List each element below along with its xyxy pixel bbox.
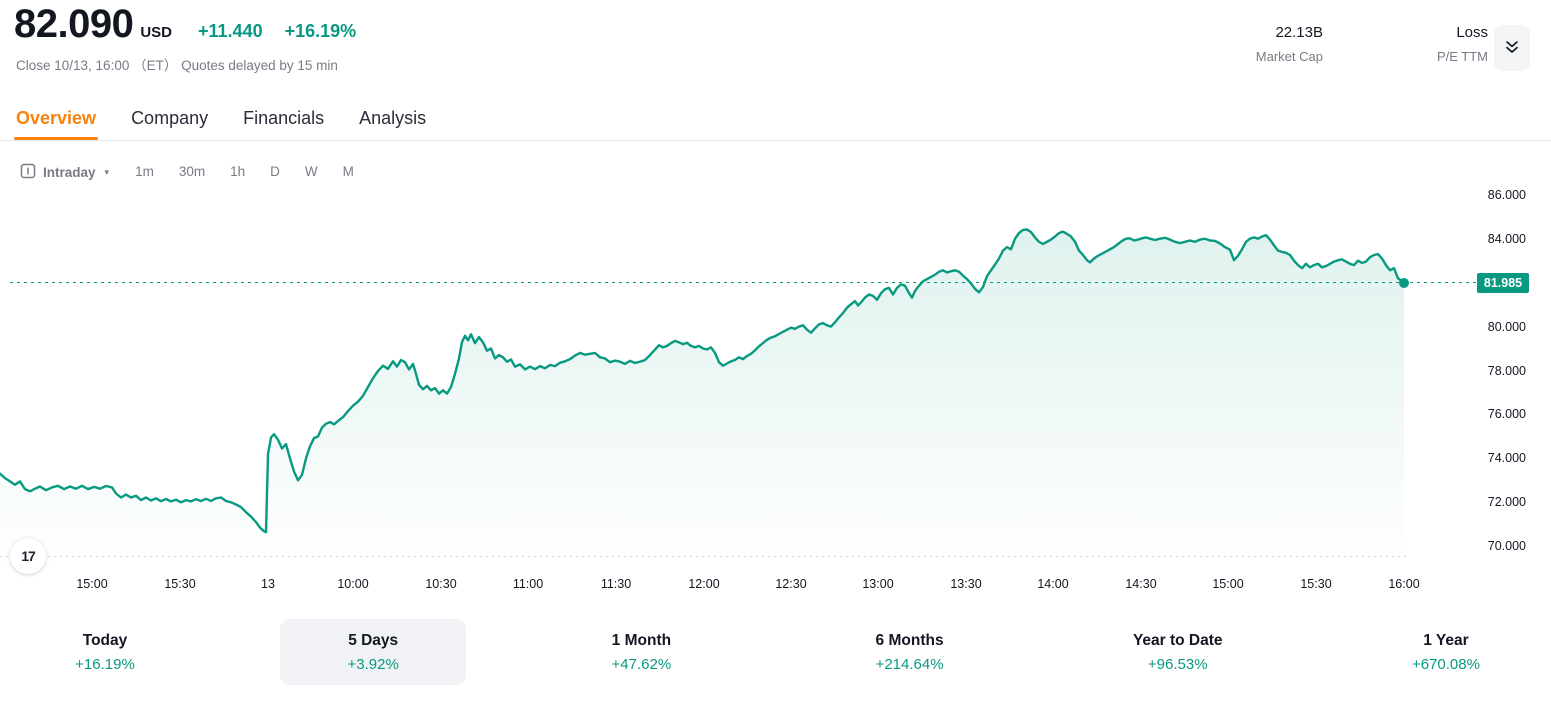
x-axis-tick-15: 16:00 (1388, 577, 1420, 591)
tradingview-logo[interactable]: 17 (10, 538, 46, 574)
x-axis[interactable]: 15:00 15:30 13 10:00 10:30 11:00 11:30 12:00 12:… (0, 577, 1419, 597)
currency-label: USD (140, 24, 173, 41)
caret-down-icon: ▾ (104, 166, 110, 177)
stat-pe-ttm: Loss P/E TTM (1437, 23, 1488, 64)
range-selector-dropdown[interactable]: Intraday ▾ (20, 163, 109, 182)
period-label: Year to Date (1132, 631, 1223, 649)
period-label: 6 Months (875, 631, 944, 649)
interval-button-m[interactable]: M (342, 164, 354, 179)
y-axis-tick-84: 84.000 (1487, 231, 1526, 246)
period-change-percent: +670.08% (1411, 655, 1480, 673)
tab-overview[interactable]: Overview (14, 97, 99, 140)
x-axis-tick-13: 15:00 (1212, 577, 1244, 591)
period-label: Today (82, 631, 128, 649)
interval-button-1m[interactable]: 1m (135, 164, 154, 179)
quote-header: 82.090 USD +11.440 +16.19% (14, 2, 356, 47)
interval-buttons: 1m 30m 1h D W M (135, 163, 354, 181)
pe-ttm-label: P/E TTM (1436, 49, 1488, 64)
current-price-dotted-line (10, 282, 1477, 284)
x-axis-tick-9: 13:00 (862, 577, 894, 591)
chart-toolbar: Intraday ▾ 1m 30m 1h D W M (20, 160, 354, 184)
x-axis-tick-10: 13:30 (950, 577, 982, 591)
interval-button-1h[interactable]: 1h (230, 164, 246, 179)
market-cap-label: Market Cap (1255, 49, 1323, 64)
x-axis-tick-5: 11:00 (512, 577, 544, 591)
x-axis-tick-3: 10:00 (337, 577, 369, 591)
market-cap-value: 22.13B (1275, 24, 1323, 41)
period-tabs: Today +16.19% 5 Days +3.92% 1 Month +47.62% 6 … (12, 619, 1539, 685)
x-axis-tick-8: 12:30 (775, 577, 807, 591)
y-axis-tick-76: 76.000 (1487, 407, 1526, 422)
x-axis-tick-6: 11:30 (600, 577, 632, 591)
period-5-days[interactable]: 5 Days +3.92% (280, 619, 467, 685)
period-change-percent: +3.92% (347, 655, 399, 673)
interval-button-d[interactable]: D (270, 164, 280, 179)
chart-bottom-dotted-line (0, 556, 1410, 557)
expand-stats-button[interactable] (1494, 25, 1530, 71)
x-axis-tick-2: 13 (261, 577, 275, 591)
x-axis-tick-7: 12:00 (688, 577, 720, 591)
period-change-percent: +214.64% (875, 655, 944, 673)
x-axis-tick-4: 10:30 (425, 577, 457, 591)
price-change: +11.440 (198, 21, 263, 41)
period-1-month[interactable]: 1 Month +47.62% (548, 619, 734, 685)
tab-company[interactable]: Company (129, 97, 210, 140)
tab-financials[interactable]: Financials (241, 97, 326, 140)
y-axis-tick-86: 86.000 (1487, 187, 1526, 202)
x-axis-tick-12: 14:30 (1125, 577, 1157, 591)
period-label: 1 Month (611, 631, 672, 649)
x-axis-tick-1: 15:30 (164, 577, 196, 591)
x-axis-tick-11: 14:00 (1037, 577, 1069, 591)
y-axis-tick-80: 80.000 (1487, 319, 1526, 334)
period-6-months[interactable]: 6 Months +214.64% (817, 619, 1003, 685)
y-axis-tick-72: 72.000 (1487, 495, 1526, 510)
period-label: 1 Year (1423, 631, 1469, 649)
range-selector-label: Intraday (43, 164, 96, 180)
interval-button-30m[interactable]: 30m (178, 164, 206, 179)
pe-ttm-value: Loss (1456, 24, 1488, 41)
chart-area-fill (0, 229, 1404, 566)
period-label: 5 Days (348, 631, 399, 649)
y-axis-tick-70: 70.000 (1487, 539, 1526, 554)
period-1-year[interactable]: 1 Year +670.08% (1353, 619, 1539, 685)
stat-market-cap: 22.13B Market Cap (1256, 23, 1323, 64)
chart-price-line (0, 228, 1406, 534)
period-change-percent: +47.62% (611, 655, 672, 673)
interval-button-w[interactable]: W (304, 164, 318, 179)
price-chart[interactable]: 81.985 86.000 84.000 80.000 78.000 76.000 74.… (0, 186, 1551, 574)
last-price: 82.090 (14, 2, 134, 46)
tab-bar: Overview Company Financials Analysis (0, 97, 1551, 141)
current-price-badge: 81.985 (1477, 272, 1529, 293)
double-chevron-down-icon (1503, 38, 1521, 59)
price-change-percent: +16.19% (284, 21, 357, 41)
period-change-percent: +96.53% (1147, 655, 1208, 673)
tab-analysis[interactable]: Analysis (357, 97, 428, 140)
quote-subtext: Close 10/13, 16:00 （ET） Quotes delayed b… (16, 58, 338, 73)
x-axis-tick-0: 15:00 (76, 577, 108, 591)
chart-type-icon (20, 163, 36, 182)
period-year-to-date[interactable]: Year to Date +96.53% (1085, 619, 1271, 685)
price-chart-svg[interactable] (0, 186, 1410, 566)
y-axis-tick-74: 74.000 (1487, 451, 1526, 466)
y-axis-tick-78: 78.000 (1487, 363, 1526, 378)
x-axis-tick-14: 15:30 (1300, 577, 1332, 591)
period-change-percent: +16.19% (75, 655, 135, 673)
period-today[interactable]: Today +16.19% (12, 619, 198, 685)
